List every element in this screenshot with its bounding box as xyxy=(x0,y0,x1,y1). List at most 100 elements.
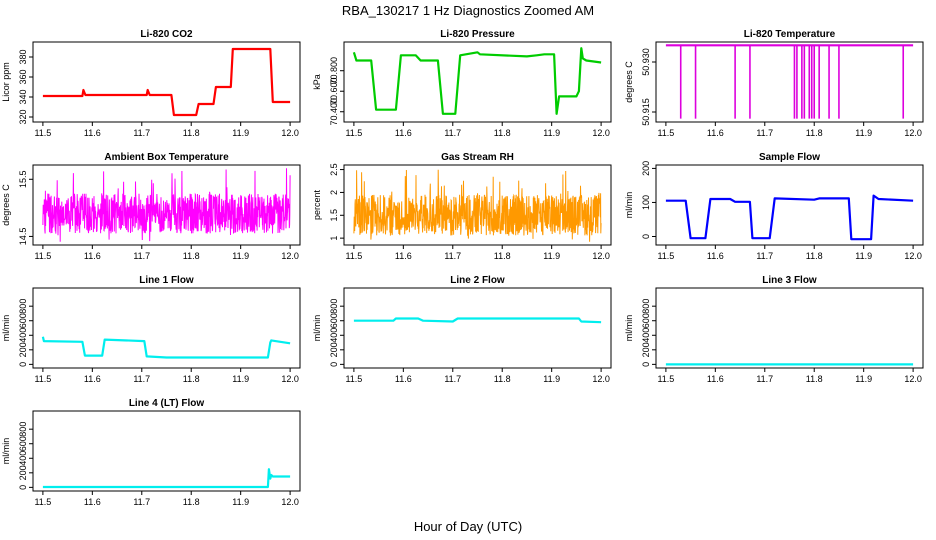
y-tick-label: 1.5 xyxy=(329,209,339,222)
x-tick-label: 11.8 xyxy=(183,374,200,384)
figure-x-axis-label: Hour of Day (UTC) xyxy=(414,519,522,534)
x-tick-label: 11.5 xyxy=(34,251,51,261)
series-line xyxy=(41,336,291,359)
y-tick-label: 0 xyxy=(18,485,28,490)
x-tick-label: 11.9 xyxy=(855,128,872,138)
x-tick-label: 11.5 xyxy=(34,374,51,384)
y-axis-label: degrees C xyxy=(1,184,11,226)
plot-frame xyxy=(655,287,924,369)
series-line xyxy=(352,47,602,115)
x-tick-label: 12.0 xyxy=(281,374,299,384)
x-tick-label: 11.8 xyxy=(494,374,511,384)
y-tick-label: 360 xyxy=(18,69,28,84)
x-tick-label: 11.6 xyxy=(84,497,101,507)
x-tick-label: 11.5 xyxy=(657,251,674,261)
series-area xyxy=(42,468,291,489)
y-tick-label: 1 xyxy=(329,236,339,241)
x-tick-label: 11.6 xyxy=(395,374,412,384)
x-tick-label: 11.6 xyxy=(84,374,101,384)
y-tick-label: 800 xyxy=(329,299,339,314)
x-tick-label: 11.9 xyxy=(855,251,872,261)
y-tick-label: 600 xyxy=(329,313,339,328)
x-tick-label: 11.8 xyxy=(183,128,200,138)
series-area xyxy=(353,317,602,324)
series-line xyxy=(42,468,291,489)
y-tick-label: 600 xyxy=(18,436,28,451)
plot-frame xyxy=(32,410,301,492)
x-tick-label: 11.7 xyxy=(756,128,773,138)
x-tick-label: 11.7 xyxy=(133,251,150,261)
x-tick-label: 11.9 xyxy=(855,374,872,384)
panel-line2: Line 2 Flow ml/min 11.5 11.6 11.7 11.8 11.9 12.… xyxy=(312,275,612,384)
x-tick-label: 11.8 xyxy=(494,128,511,138)
x-tick-label: 12.0 xyxy=(592,251,610,261)
plot-frame xyxy=(32,287,301,369)
panel-title: Ambient Box Temperature xyxy=(104,152,229,163)
x-tick-label: 12.0 xyxy=(904,251,922,261)
series-line xyxy=(665,194,914,241)
x-tick-label: 11.6 xyxy=(84,251,101,261)
plot-frame xyxy=(343,287,612,369)
panel-title: Line 4 (LT) Flow xyxy=(129,398,205,409)
series-line xyxy=(353,169,602,242)
x-tick-label: 11.7 xyxy=(756,251,773,261)
series-line xyxy=(42,168,291,242)
y-axis-label: degrees C xyxy=(624,61,634,103)
x-tick-label: 11.8 xyxy=(806,128,823,138)
y-tick-label: 200 xyxy=(18,342,28,357)
plot-frame xyxy=(655,41,924,123)
y-tick-label: 2.5 xyxy=(329,163,339,176)
x-tick-label: 11.6 xyxy=(707,251,724,261)
plot-frame xyxy=(655,164,924,246)
y-tick-label: 400 xyxy=(329,328,339,343)
x-tick-label: 12.0 xyxy=(281,497,299,507)
panel-title: Line 2 Flow xyxy=(450,275,505,286)
x-tick-label: 11.7 xyxy=(133,497,150,507)
x-tick-label: 11.7 xyxy=(756,374,773,384)
y-tick-label: 0 xyxy=(18,362,28,367)
panel-title: Sample Flow xyxy=(759,152,820,163)
x-tick-label: 11.9 xyxy=(232,497,249,507)
panel-ambient: Ambient Box Temperature degrees C 11.5 11.6… xyxy=(1,152,301,261)
series-area xyxy=(353,169,602,242)
x-tick-label: 11.7 xyxy=(133,374,150,384)
x-tick-label: 11.6 xyxy=(84,128,101,138)
y-tick-label: 50.930 xyxy=(641,48,651,76)
x-tick-label: 11.9 xyxy=(543,374,560,384)
panel-line4: Line 4 (LT) Flow ml/min 11.5 11.6 11.7 11.8 11… xyxy=(1,398,301,507)
y-tick-label: 2 xyxy=(329,190,339,195)
x-tick-label: 11.5 xyxy=(657,128,674,138)
y-tick-label: 15.5 xyxy=(18,171,28,189)
y-tick-label: 200 xyxy=(18,465,28,480)
y-tick-label: 800 xyxy=(18,422,28,437)
series-area xyxy=(42,168,291,242)
y-tick-label: 320 xyxy=(18,109,28,124)
panel-line3: Line 3 Flow ml/min 11.5 11.6 11.7 11.8 11.9 12.… xyxy=(624,275,924,384)
x-tick-label: 12.0 xyxy=(592,374,610,384)
panel-title: Li-820 CO2 xyxy=(140,29,193,40)
plot-frame xyxy=(32,41,301,123)
x-tick-label: 11.5 xyxy=(345,251,362,261)
x-tick-label: 11.6 xyxy=(395,128,412,138)
x-tick-label: 12.0 xyxy=(592,128,610,138)
y-axis-label: ml/min xyxy=(312,315,322,342)
series-area xyxy=(665,194,914,241)
y-tick-label: 800 xyxy=(18,299,28,314)
x-tick-label: 11.5 xyxy=(345,374,362,384)
y-tick-label: 100 xyxy=(641,195,651,210)
y-tick-label: 340 xyxy=(18,89,28,104)
y-tick-label: 400 xyxy=(18,451,28,466)
panel-title: Li-820 Pressure xyxy=(440,29,515,40)
y-tick-label: 400 xyxy=(641,328,651,343)
x-tick-label: 12.0 xyxy=(904,128,922,138)
panel-co2: Li-820 CO2 Licor ppm 11.5 11.6 11.7 11.8 11.9 1… xyxy=(1,29,301,138)
panel-temperature: Li-820 Temperature degrees C 11.5 11.6 11.7 1… xyxy=(624,29,924,138)
series-line xyxy=(353,317,602,324)
y-axis-label: Licor ppm xyxy=(1,62,11,102)
y-tick-label: 0 xyxy=(641,234,651,239)
y-tick-label: 200 xyxy=(329,342,339,357)
x-tick-label: 11.9 xyxy=(232,374,249,384)
y-tick-label: 380 xyxy=(18,49,28,64)
